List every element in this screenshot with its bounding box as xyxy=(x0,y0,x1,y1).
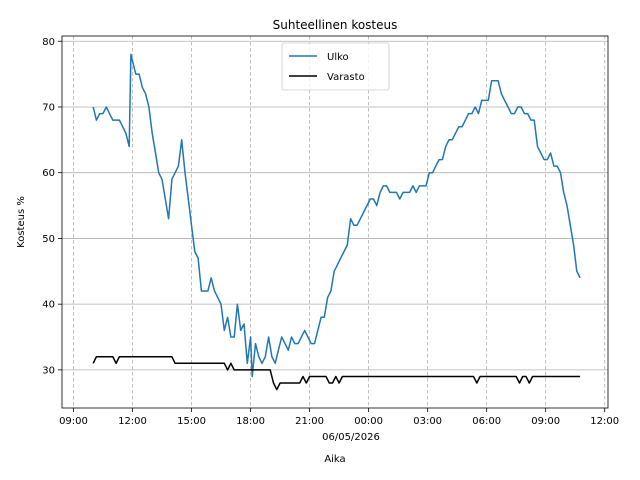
y-axis-title: Kosteus % xyxy=(16,196,27,248)
x-tick-label: 06:00 xyxy=(472,416,501,427)
series-lines xyxy=(92,53,581,391)
x-tick-label: 00:00 xyxy=(354,416,383,427)
x-tick-label: 21:00 xyxy=(295,416,324,427)
y-tick-label: 70 xyxy=(42,102,55,113)
x-tick-label: 12:00 xyxy=(590,416,619,427)
y-tick-label: 50 xyxy=(42,234,55,245)
x-axis-ticks: 09:00 12:00 15:00 18:00 21:00 00:00 03:00 06:00… xyxy=(59,408,619,427)
x-tick-label: 12:00 xyxy=(118,416,147,427)
y-tick-label: 80 xyxy=(42,37,55,48)
chart-title: Suhteellinen kosteus xyxy=(273,18,398,32)
y-tick-label: 30 xyxy=(42,365,55,376)
x-tick-label: 18:00 xyxy=(236,416,265,427)
x-tick-label: 03:00 xyxy=(413,416,442,427)
x-tick-label: 09:00 xyxy=(59,416,88,427)
y-tick-label: 40 xyxy=(42,300,55,311)
y-tick-label: 60 xyxy=(42,168,55,179)
x-tick-label: 09:00 xyxy=(531,416,560,427)
x-axis-title: Aika xyxy=(324,454,345,465)
legend: Ulko Varasto xyxy=(281,42,390,91)
series-line-ulko xyxy=(92,53,581,378)
grid xyxy=(62,36,608,408)
x-axis-date-label: 06/05/2026 xyxy=(322,432,380,443)
legend-box xyxy=(281,42,390,91)
series-line-varasto xyxy=(92,355,581,391)
plot-frame xyxy=(61,35,609,409)
x-tick-label: 15:00 xyxy=(177,416,206,427)
y-axis-ticks: 30 40 50 60 70 80 xyxy=(42,37,62,376)
legend-label-varasto: Varasto xyxy=(327,72,365,83)
legend-label-ulko: Ulko xyxy=(327,52,349,63)
